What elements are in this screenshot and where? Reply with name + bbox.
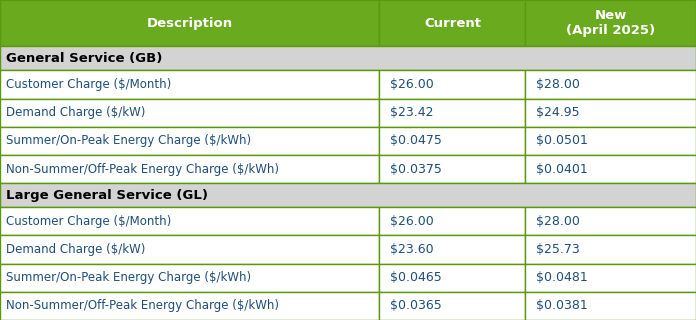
Bar: [379, 264, 525, 292]
Text: $0.0375: $0.0375: [390, 163, 442, 176]
Bar: [379, 127, 525, 155]
Bar: [379, 236, 525, 264]
Bar: [525, 264, 696, 292]
Bar: [0, 207, 379, 236]
Text: $26.00: $26.00: [390, 215, 434, 228]
Bar: [379, 0, 525, 46]
Text: $26.00: $26.00: [390, 78, 434, 91]
Text: $23.42: $23.42: [390, 106, 433, 119]
Text: New
(April 2025): New (April 2025): [566, 9, 656, 37]
Bar: [0, 183, 696, 207]
Text: $28.00: $28.00: [536, 215, 580, 228]
Text: $23.60: $23.60: [390, 243, 434, 256]
Bar: [0, 155, 379, 183]
Bar: [379, 155, 525, 183]
Bar: [0, 236, 379, 264]
Bar: [379, 99, 525, 127]
Text: Demand Charge ($/kW): Demand Charge ($/kW): [6, 106, 145, 119]
Bar: [525, 155, 696, 183]
Text: Summer/On-Peak Energy Charge ($/kWh): Summer/On-Peak Energy Charge ($/kWh): [6, 271, 251, 284]
Bar: [525, 292, 696, 320]
Bar: [525, 99, 696, 127]
Text: Large General Service (GL): Large General Service (GL): [6, 189, 207, 202]
Text: $0.0401: $0.0401: [536, 163, 587, 176]
Bar: [525, 236, 696, 264]
Bar: [0, 70, 379, 99]
Bar: [525, 70, 696, 99]
Text: Demand Charge ($/kW): Demand Charge ($/kW): [6, 243, 145, 256]
Bar: [0, 292, 379, 320]
Text: Current: Current: [424, 17, 481, 30]
Text: $0.0365: $0.0365: [390, 300, 441, 312]
Text: $0.0501: $0.0501: [536, 134, 588, 148]
Text: $0.0381: $0.0381: [536, 300, 587, 312]
Bar: [525, 127, 696, 155]
Text: $28.00: $28.00: [536, 78, 580, 91]
Bar: [379, 292, 525, 320]
Bar: [525, 207, 696, 236]
Text: Description: Description: [147, 17, 232, 30]
Bar: [0, 264, 379, 292]
Text: Summer/On-Peak Energy Charge ($/kWh): Summer/On-Peak Energy Charge ($/kWh): [6, 134, 251, 148]
Text: $25.73: $25.73: [536, 243, 580, 256]
Text: Non-Summer/Off-Peak Energy Charge ($/kWh): Non-Summer/Off-Peak Energy Charge ($/kWh…: [6, 300, 278, 312]
Bar: [379, 70, 525, 99]
Text: Non-Summer/Off-Peak Energy Charge ($/kWh): Non-Summer/Off-Peak Energy Charge ($/kWh…: [6, 163, 278, 176]
Text: $0.0465: $0.0465: [390, 271, 441, 284]
Text: Customer Charge ($/Month): Customer Charge ($/Month): [6, 215, 171, 228]
Text: $24.95: $24.95: [536, 106, 580, 119]
Text: General Service (GB): General Service (GB): [6, 52, 162, 65]
Bar: [0, 46, 696, 70]
Bar: [0, 99, 379, 127]
Bar: [379, 207, 525, 236]
Bar: [0, 127, 379, 155]
Text: $0.0475: $0.0475: [390, 134, 442, 148]
Bar: [525, 0, 696, 46]
Text: Customer Charge ($/Month): Customer Charge ($/Month): [6, 78, 171, 91]
Text: $0.0481: $0.0481: [536, 271, 587, 284]
Bar: [0, 0, 379, 46]
